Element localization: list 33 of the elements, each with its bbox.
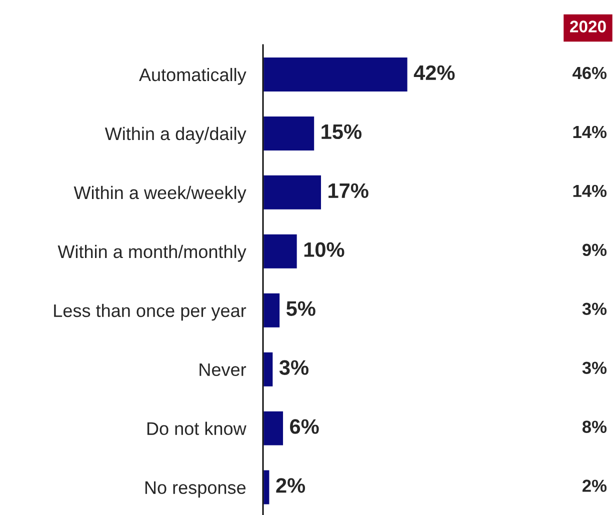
y-tick-label: Within a month/monthly bbox=[58, 244, 246, 262]
bar bbox=[263, 115, 316, 152]
text: 9% bbox=[582, 244, 607, 256]
bar bbox=[263, 292, 281, 329]
bar bbox=[263, 350, 274, 388]
text: 14% bbox=[573, 184, 607, 198]
bar bbox=[263, 56, 409, 93]
bar bbox=[263, 174, 322, 211]
text: 8% bbox=[582, 420, 607, 433]
y-tick-label: Less than once per year bbox=[54, 304, 246, 321]
y-tick-label: Within a day/daily bbox=[104, 126, 246, 144]
data-label: 2% bbox=[276, 478, 306, 493]
text: 3% bbox=[582, 302, 607, 316]
data-label: 5% bbox=[286, 301, 316, 316]
text: 46% bbox=[572, 66, 607, 80]
bar bbox=[263, 468, 271, 506]
y-tick-label: Automatically bbox=[139, 68, 246, 85]
data-label: 3% bbox=[279, 360, 308, 375]
text: 2020 bbox=[570, 20, 606, 32]
y-tick-label: Within a week/weekly bbox=[74, 186, 246, 203]
text: 2% bbox=[582, 480, 607, 492]
data-label: 15% bbox=[322, 124, 362, 140]
y-tick-label: Do not know bbox=[147, 422, 246, 436]
y-tick-label: Never bbox=[200, 363, 246, 376]
y-tick-label: No response bbox=[145, 481, 246, 498]
data-label: 42% bbox=[414, 65, 455, 80]
bar bbox=[263, 233, 298, 270]
data-label: 17% bbox=[328, 183, 368, 198]
text: 14% bbox=[573, 126, 607, 138]
bar bbox=[263, 410, 284, 447]
data-label: 10% bbox=[304, 242, 344, 257]
text: 3% bbox=[582, 362, 607, 374]
data-label: 6% bbox=[290, 419, 319, 434]
